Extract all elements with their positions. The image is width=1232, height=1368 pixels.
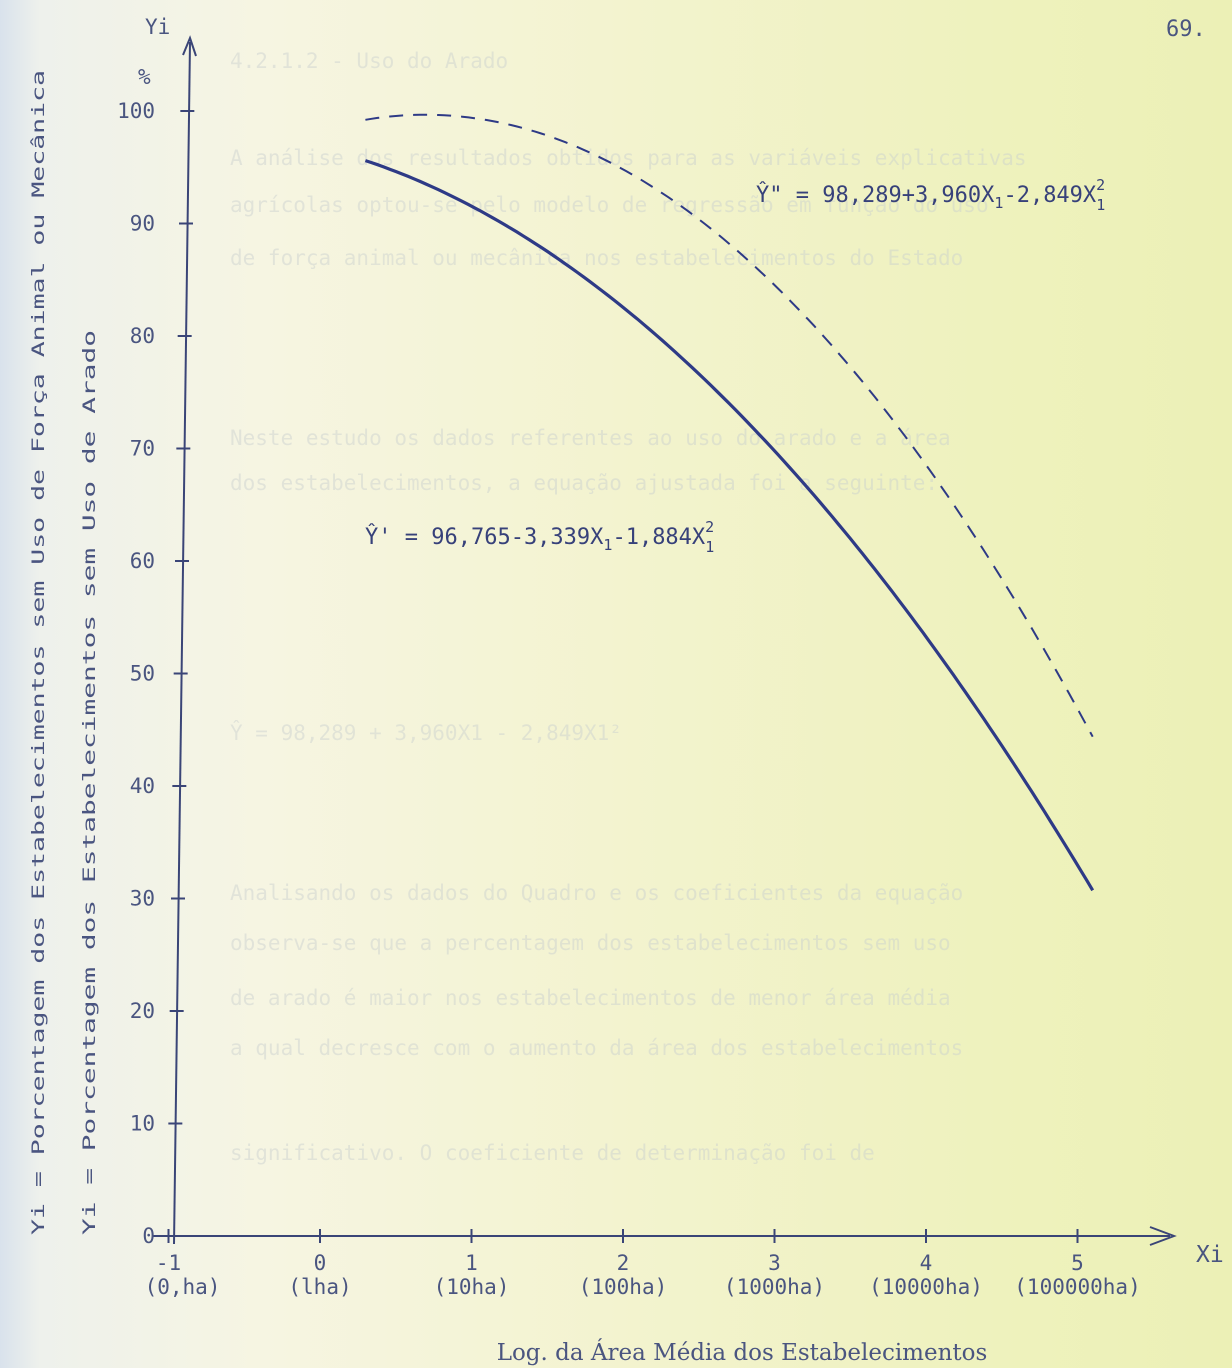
y-tick-label: 50 [130, 662, 155, 686]
x-tick-label: 2 [617, 1251, 630, 1275]
page-number: 69. [1166, 17, 1206, 42]
x-axis-arrow [1149, 1226, 1177, 1246]
y-axis-label: Yi [145, 15, 170, 39]
equation-dashed: Ŷ" = 98,289+3,960X1-2,849X2 1 [756, 176, 1105, 214]
y-tick-label: 0 [142, 1224, 155, 1248]
y-side-label-2: Yi = Porcentagem dos Estabelecimentos se… [80, 330, 100, 1235]
faded-background-text: 4.2.1.2 - Uso do Arado A análise dos resu… [230, 49, 1027, 1165]
y-tick-label: 70 [130, 437, 155, 461]
x-tick-label: 5 [1071, 1251, 1084, 1275]
faded-text-line: Neste estudo os dados referentes ao uso … [230, 426, 951, 450]
y-tick-label: 100 [117, 99, 155, 123]
y-tick-label: 80 [130, 324, 155, 348]
x-tick-label: 3 [768, 1251, 781, 1275]
faded-text-line: Analisando os dados do Quadro e os coefi… [230, 881, 963, 905]
x-tick-sublabel: (10000ha) [869, 1275, 983, 1299]
x-tick-sublabel: (1000ha) [724, 1275, 825, 1299]
faded-text-line: a qual decresce com o aumento da área do… [230, 1036, 963, 1060]
x-tick-label: 1 [465, 1251, 478, 1275]
y-tick-label: 10 [130, 1112, 155, 1136]
equation-solid: Ŷ' = 96,765-3,339X1-1,884X2 1 [365, 518, 714, 556]
ticks: 0102030405060708090100-1(0,ha)0(lha)1(10… [117, 99, 1141, 1299]
y-tick-label: 60 [130, 549, 155, 573]
x-tick-sublabel: (0,ha) [145, 1275, 221, 1299]
faded-text-line: 4.2.1.2 - Uso do Arado [230, 49, 508, 73]
faded-text-line: observa-se que a percentagem dos estabel… [230, 931, 951, 955]
x-tick-sublabel: (100000ha) [1014, 1275, 1140, 1299]
x-tick-sublabel: (lha) [288, 1275, 351, 1299]
axes [153, 35, 1177, 1246]
faded-text-line: de força animal ou mecânica nos estabele… [230, 246, 963, 270]
x-tick-label: 0 [314, 1251, 327, 1275]
y-axis-arrow [182, 35, 197, 57]
x-tick-sublabel: (100ha) [579, 1275, 668, 1299]
x-tick-label: 4 [920, 1251, 933, 1275]
x-axis-label: Xi [1196, 1242, 1224, 1268]
y-tick-label: 20 [130, 999, 155, 1023]
labels: Yi% Xi Log. da Área Média dos Estabelecime… [29, 15, 1224, 1366]
y-tick-label: 30 [130, 887, 155, 911]
faded-text-line: Ŷ = 98,289 + 3,960X1 - 2,849X1² [230, 720, 622, 745]
faded-text-line: A análise dos resultados obtidos para as… [230, 146, 1027, 170]
curves [364, 113, 1095, 892]
series-curve-dashed [365, 113, 1094, 738]
x-tick-label: -1 [156, 1251, 181, 1275]
y-side-label-1-group: Yi = Porcentagem dos Estabelecimentos se… [29, 70, 49, 1235]
faded-text-line: significativo. O coeficiente de determin… [230, 1141, 875, 1165]
y-tick-label: 90 [130, 212, 155, 236]
y-tick-label: 40 [130, 774, 155, 798]
y-side-label-2-group: Yi = Porcentagem dos Estabelecimentos se… [80, 330, 100, 1235]
faded-text-line: de arado é maior nos estabelecimentos de… [230, 986, 951, 1010]
y-axis-unit: % [138, 65, 151, 89]
x-axis-title: Log. da Área Média dos Estabelecimentos [497, 1339, 988, 1366]
y-side-label-1: Yi = Porcentagem dos Estabelecimentos se… [29, 70, 49, 1235]
series-curve-solid [364, 159, 1095, 892]
x-tick-sublabel: (10ha) [434, 1275, 510, 1299]
y-axis-line [173, 41, 191, 1245]
faded-text-line: dos estabelecimentos, a equação ajustada… [230, 471, 938, 495]
faded-text-line: agrícolas optou-se pelo modelo de regres… [230, 193, 989, 217]
